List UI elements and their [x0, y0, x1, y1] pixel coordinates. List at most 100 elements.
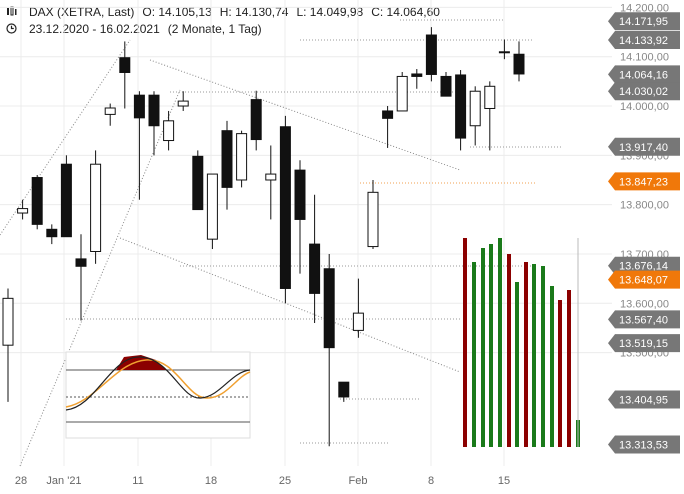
- high-value: H: 14.130,74: [219, 5, 289, 19]
- candle-down[interactable]: [425, 34, 437, 75]
- price-label-tag: [608, 82, 680, 101]
- candle-up[interactable]: [396, 75, 408, 112]
- price-label-tag: [608, 390, 680, 409]
- instrument-title: DAX (XETRA, Last): [29, 5, 135, 19]
- candle-up[interactable]: [265, 173, 277, 181]
- candle-up[interactable]: [90, 163, 102, 252]
- price-label-tag: [608, 12, 680, 31]
- x-axis-tick-label: 15: [498, 475, 510, 487]
- x-axis-tick-label: 8: [428, 475, 434, 487]
- candle-down[interactable]: [31, 177, 43, 225]
- volume-bar: [472, 262, 476, 447]
- price-label-text: 14.030,02: [619, 86, 668, 98]
- candle-down[interactable]: [148, 94, 160, 127]
- x-axis-tick-label: Jan '21: [46, 475, 81, 487]
- price-label-text: 13.676,14: [619, 261, 668, 273]
- price-label-tag: [608, 310, 680, 329]
- candle-up[interactable]: [177, 100, 189, 107]
- y-axis-tick-label: 14.100,00: [620, 52, 669, 64]
- volume-bar: [541, 266, 545, 447]
- candle-down[interactable]: [133, 94, 145, 119]
- candle-down[interactable]: [338, 381, 350, 398]
- price-label-text: 14.064,16: [619, 69, 668, 81]
- oscillator-main-line: [65, 356, 251, 411]
- trend-line: [19, 89, 181, 467]
- candle-down[interactable]: [250, 99, 262, 141]
- price-label-text: 13.404,95: [619, 394, 668, 406]
- period-length: (2 Monate, 1 Tag): [167, 22, 262, 36]
- x-axis-tick-label: 28: [15, 475, 27, 487]
- oscillator-signal-line: [65, 359, 251, 408]
- price-label-tag: [608, 30, 680, 49]
- candle-up[interactable]: [17, 208, 29, 214]
- candle-down[interactable]: [411, 73, 423, 77]
- candle-down[interactable]: [513, 53, 525, 75]
- date-range: 23.12.2020 - 16.02.2021: [29, 22, 160, 36]
- volume-bar: [498, 238, 502, 447]
- candle-up[interactable]: [163, 120, 175, 142]
- price-label-tag: [608, 334, 680, 353]
- candle-up[interactable]: [484, 85, 496, 109]
- candle-down[interactable]: [221, 130, 233, 188]
- price-label-tag: [608, 435, 680, 454]
- trend-line: [119, 237, 461, 373]
- price-label-text: 13.847,23: [619, 176, 668, 188]
- close-value: C: 14.064,60: [371, 5, 440, 19]
- volume-bar: [507, 254, 511, 447]
- x-axis-tick-label: Feb: [349, 475, 368, 487]
- y-axis-tick-label: 14.000,00: [620, 101, 669, 113]
- volume-bar: [558, 300, 562, 447]
- y-axis-tick-label: 13.600,00: [620, 298, 669, 310]
- volume-bar: [481, 248, 485, 447]
- volume-bar: [489, 244, 493, 447]
- price-label-text: 13.313,53: [619, 440, 668, 452]
- candle-down[interactable]: [382, 110, 394, 119]
- candle-down[interactable]: [309, 243, 321, 294]
- price-label-text: 13.519,15: [619, 338, 668, 350]
- trend-line: [149, 59, 461, 171]
- y-axis-tick-label: 14.200,00: [620, 2, 669, 14]
- volume-bar: [515, 282, 519, 447]
- volume-bar: [567, 290, 571, 447]
- candle-up[interactable]: [104, 107, 116, 115]
- candle-down[interactable]: [119, 57, 131, 73]
- price-label-tag: [608, 256, 680, 275]
- candle-up[interactable]: [498, 51, 510, 54]
- candle-up[interactable]: [236, 133, 248, 181]
- volume-bar: [550, 286, 554, 447]
- chart-period: 23.12.2020 - 16.02.2021 (2 Monate, 1 Tag): [6, 22, 270, 36]
- candle-up[interactable]: [206, 173, 218, 240]
- candle-down[interactable]: [440, 75, 452, 97]
- candle-down[interactable]: [455, 74, 467, 139]
- x-axis-tick-label: 11: [132, 475, 143, 487]
- candle-up[interactable]: [2, 297, 14, 346]
- candle-up[interactable]: [352, 312, 364, 331]
- price-label-tag: [608, 172, 680, 191]
- x-axis-tick-label: 25: [279, 475, 291, 487]
- volume-bar: [463, 238, 467, 447]
- clock-icon: [6, 22, 21, 36]
- chart-header: DAX (XETRA, Last) O: 14.105,13 H: 14.130,7…: [6, 5, 448, 19]
- candle-down[interactable]: [192, 155, 204, 211]
- volume-bar: [532, 264, 536, 447]
- price-label-tag: [608, 65, 680, 84]
- price-label-text: 13.648,07: [619, 275, 668, 287]
- price-label-text: 14.171,95: [619, 16, 668, 28]
- candle-down[interactable]: [46, 228, 58, 238]
- open-value: O: 14.105,13: [142, 5, 212, 19]
- price-label-tag: [608, 270, 680, 289]
- candle-up[interactable]: [469, 90, 481, 127]
- candle-down[interactable]: [323, 268, 335, 349]
- price-label-tag: [608, 137, 680, 156]
- price-label-text: 14.133,92: [619, 35, 668, 47]
- candle-down[interactable]: [279, 126, 291, 289]
- volume-bar: [524, 262, 528, 447]
- candle-down[interactable]: [75, 258, 87, 267]
- x-axis-tick-label: 18: [205, 475, 217, 487]
- trend-line: [0, 39, 131, 236]
- candle-up[interactable]: [367, 191, 379, 248]
- price-label-text: 13.917,40: [619, 142, 668, 154]
- candle-down[interactable]: [60, 163, 72, 238]
- candle-down[interactable]: [294, 169, 306, 220]
